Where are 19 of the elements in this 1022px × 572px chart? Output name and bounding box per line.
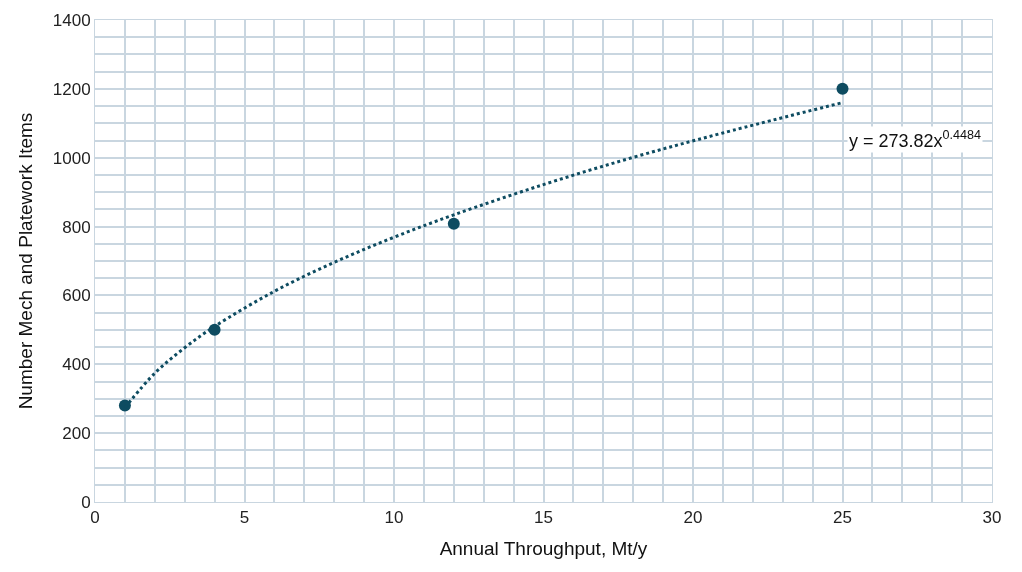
x-tick-label: 20 xyxy=(683,508,703,528)
annotation: y = 273.82x$^{0.4484}$ xyxy=(849,128,982,151)
x-tick-label: 5 xyxy=(239,508,250,528)
y-tick-label: 1000 xyxy=(52,148,91,168)
y-tick-label: 800 xyxy=(62,217,91,237)
y-tick-label: 1200 xyxy=(52,79,91,99)
x-tick-label: 25 xyxy=(833,508,852,528)
x-tick-label: 15 xyxy=(534,508,553,528)
x-axis-title: Annual Throughput, Mt/y xyxy=(439,538,648,560)
y-tick-label: 0 xyxy=(81,492,91,512)
y-tick-label: 400 xyxy=(62,355,91,375)
x-tick-label: 30 xyxy=(982,508,1002,528)
x-tick-label: 10 xyxy=(384,508,404,528)
y-tick-label: 200 xyxy=(62,424,91,444)
point xyxy=(836,82,849,95)
y-axis-title: Number Mech and Platework Items xyxy=(14,112,36,410)
y-tick-label: 1400 xyxy=(52,10,91,30)
point xyxy=(447,217,460,230)
y-tick-label: 600 xyxy=(62,286,91,306)
